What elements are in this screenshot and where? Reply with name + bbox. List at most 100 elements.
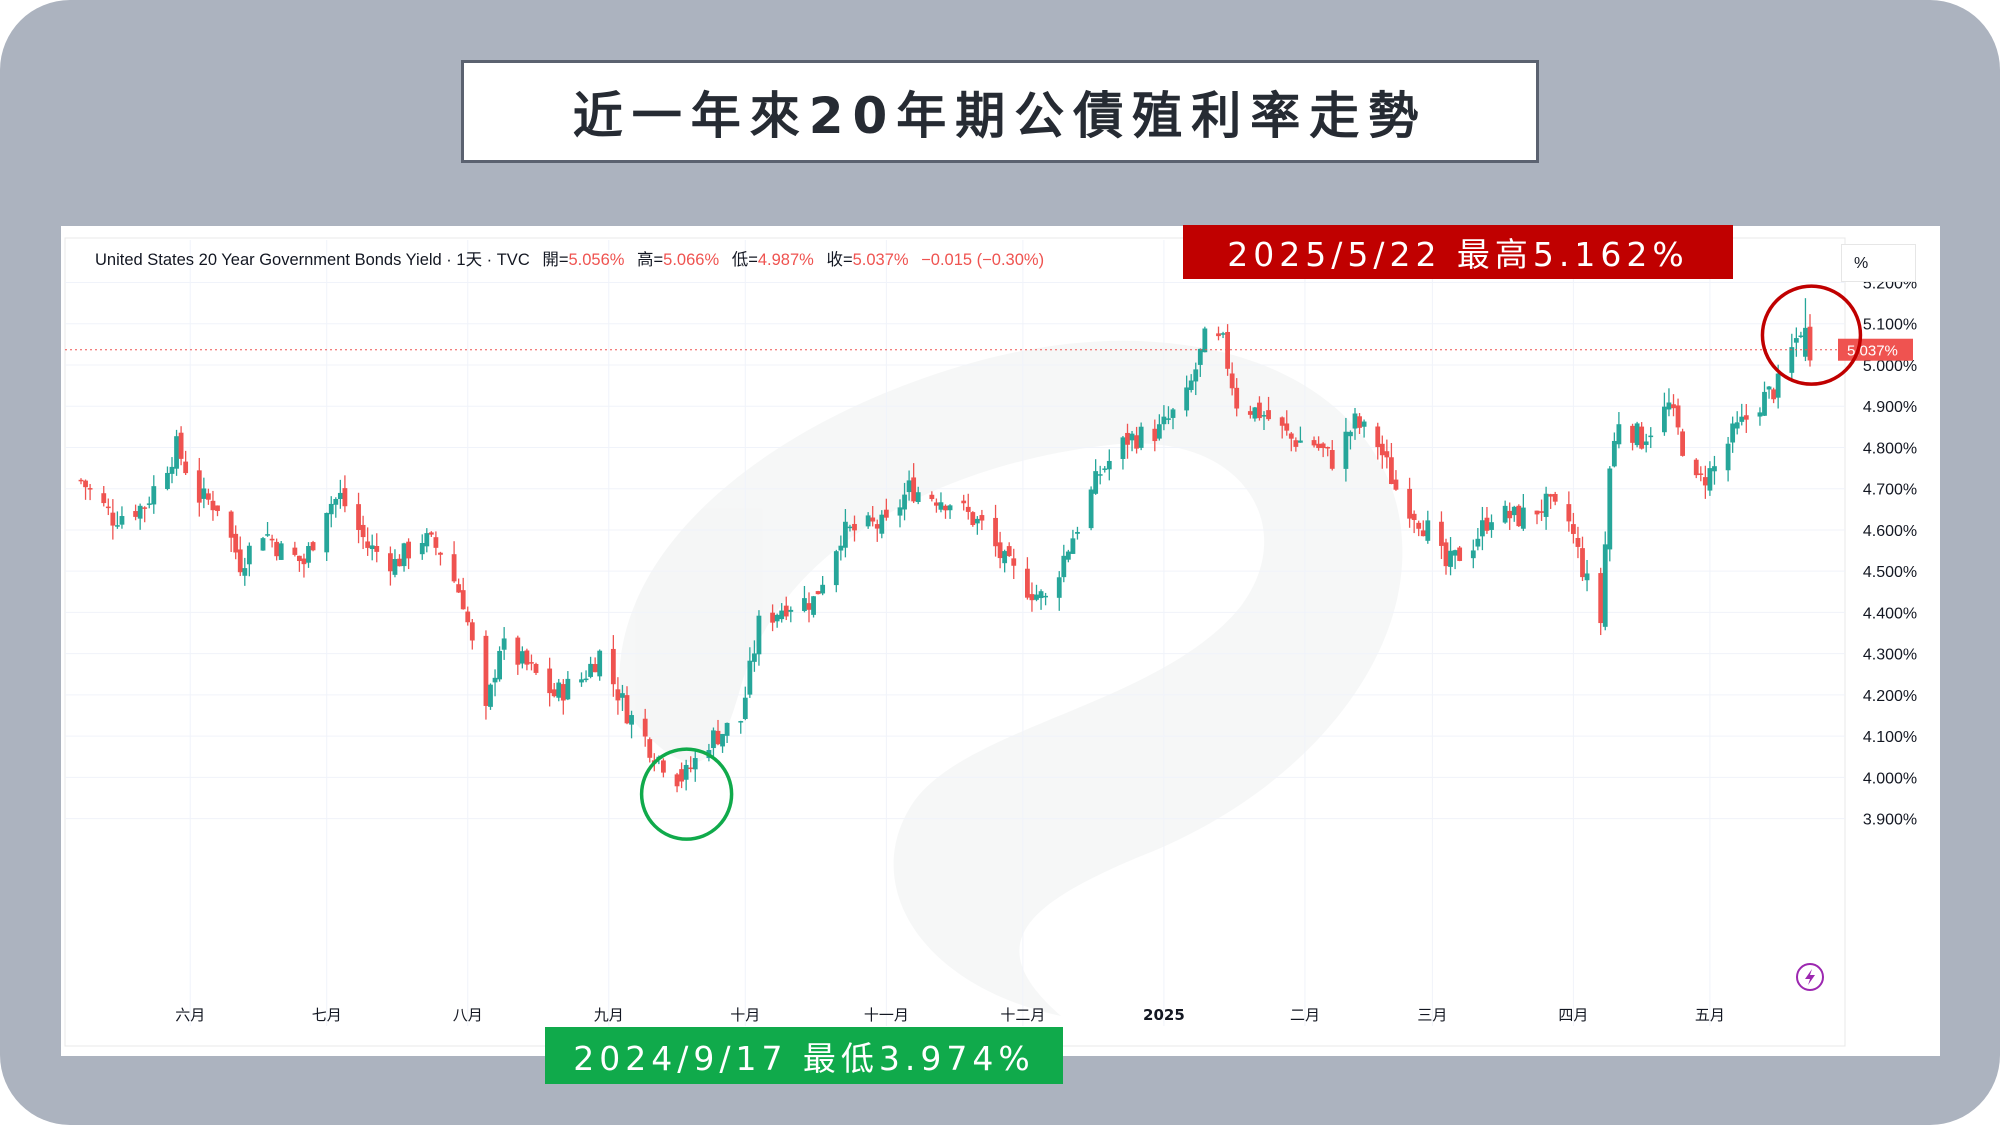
candle-body [647,739,653,758]
candle [492,669,498,697]
candle-body [406,541,411,559]
candle-body [1065,551,1071,560]
candle [624,686,630,725]
candle [770,604,775,632]
candle-body [1293,440,1299,447]
candle [1156,414,1162,441]
candle-body [137,505,143,519]
candle [169,457,175,484]
candle-body [183,461,189,474]
candle-body [401,543,407,567]
candle-body [1193,369,1199,382]
candle-body [146,503,152,505]
page-title: 近一年來20年期公債殖利率走勢 [572,86,1428,145]
candle-body [365,541,371,548]
candle-body [1357,416,1362,428]
candle-body [1762,391,1767,416]
candle [852,515,857,542]
candle [724,722,730,743]
candle [979,509,985,531]
candle-body [1216,333,1221,337]
candle-body [78,479,84,482]
candle-body [1257,402,1262,419]
candle [843,509,848,558]
candle-body [1739,416,1745,422]
candle [333,497,339,518]
candle [1316,436,1321,451]
candle-body [419,543,425,555]
candle [547,657,553,707]
candle [1129,430,1135,452]
candle [1580,536,1585,582]
candle-body [1029,594,1035,601]
candle [433,531,439,556]
candle-body [1803,327,1808,357]
candle [1061,544,1067,583]
candle-body [747,660,753,695]
candle-body [310,542,316,551]
price-scale-unit[interactable]: % [1841,244,1916,282]
low-label: 低= [732,250,758,269]
candle [1298,426,1303,443]
candle [465,606,471,626]
candle [451,541,457,583]
candle [1416,520,1422,537]
candle [747,647,753,698]
candle-body [897,507,903,516]
candle-body [1807,326,1813,361]
candle [83,479,88,500]
candle-body [397,558,402,567]
candle-body [1548,494,1554,497]
candle-body [1075,531,1080,534]
candle [1662,392,1667,436]
candle [806,592,812,623]
candle-body [583,678,589,681]
candle-body [524,650,530,665]
candle-body [1011,558,1017,566]
candle [974,516,980,535]
candle-body [692,758,698,770]
candle-body [1161,416,1167,425]
y-tick-label: 4.400% [1863,605,1917,622]
chart-panel[interactable]: 5.200% 5.100% 5.000% 4.900% 4.800% 4.700% 4.60… [61,226,1940,1056]
candle [615,677,621,715]
candle-body [456,584,462,593]
candle-body [174,436,179,469]
candle-body [811,596,816,615]
candle [1152,419,1158,452]
candle [1202,326,1208,353]
candle-body [460,590,466,610]
candle [1607,466,1613,562]
candle [1011,548,1017,580]
candle-body [1730,423,1736,443]
candle [551,682,557,698]
candle-body [1425,520,1431,541]
candle-body [1543,493,1549,517]
candle-body [119,516,125,525]
open-value: 5.056% [568,251,624,269]
candle [1611,432,1617,468]
candle-body [451,554,457,582]
candle [406,538,411,570]
candle-body [242,568,248,576]
candle [993,504,998,557]
lightning-icon[interactable] [1796,963,1824,991]
candle [1288,432,1294,452]
candle-body [1634,423,1640,446]
candle-body [1671,404,1676,409]
candle-body [1534,510,1540,515]
candle [1707,461,1713,496]
candle-body [943,505,948,511]
candle-body [1470,550,1476,559]
candle [1702,465,1708,499]
candle [1489,514,1494,538]
candle [1343,417,1349,482]
candle-body [970,512,976,525]
candle [938,492,944,513]
candle [328,496,334,528]
candlestick-chart[interactable]: 5.200%5.100%5.000%4.900%4.800%4.700%4.60… [61,226,1940,1056]
candle-body [501,638,507,650]
candle [1065,549,1071,563]
candle-body [629,715,634,725]
candle [1803,298,1808,362]
